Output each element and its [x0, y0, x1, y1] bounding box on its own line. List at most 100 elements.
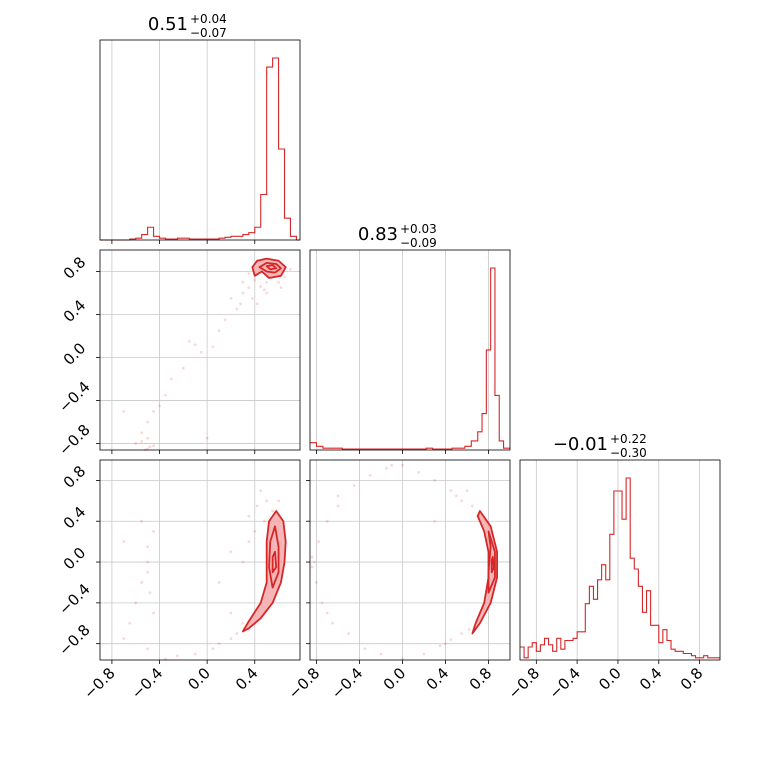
- scatter-point: [134, 442, 138, 445]
- scatter-point: [401, 463, 404, 467]
- x-tick-label: 0.0: [380, 664, 410, 694]
- panel-title-minus: −0.09: [400, 236, 437, 250]
- y-tick-label: 0.8: [60, 253, 90, 283]
- p2_hist: −0.01 +0.22−0.30 −0.8 −0.4 0.0 0.4 0.8: [505, 432, 721, 703]
- scatter-point: [363, 647, 367, 651]
- scatter-point: [279, 286, 283, 290]
- scatter-point: [241, 560, 245, 564]
- scatter-point: [181, 366, 185, 370]
- scatter-point: [140, 519, 144, 523]
- scatter-point: [433, 479, 437, 482]
- scatter-point: [336, 504, 340, 508]
- scatter-point: [170, 377, 173, 381]
- scatter-point: [460, 632, 464, 635]
- density-contour: [258, 262, 282, 274]
- x-tick-label: −0.8: [80, 664, 118, 702]
- scatter-point: [444, 642, 447, 646]
- scatter-point: [277, 280, 280, 284]
- scatter-point: [235, 632, 239, 635]
- x-tick-label: −0.4: [328, 664, 366, 702]
- scatter-point: [223, 318, 227, 322]
- panel-title-plus: +0.03: [400, 222, 437, 236]
- y-tick-label: 0.4: [60, 296, 90, 326]
- x-tick-label: −0.8: [285, 664, 323, 702]
- scatter-point: [241, 280, 245, 284]
- density-contour: [487, 530, 496, 594]
- scatter-point: [146, 545, 150, 549]
- panel-title-value: 0.83: [358, 224, 398, 245]
- x-tick-label: 0.0: [184, 664, 214, 694]
- scatter-point: [199, 350, 203, 354]
- scatter-point: [211, 345, 215, 349]
- scatter-point: [255, 504, 259, 508]
- scatter-point: [384, 466, 388, 470]
- scatter-point: [422, 652, 426, 656]
- scatter-point: [122, 409, 126, 413]
- scatter-point: [140, 431, 144, 435]
- scatter-point: [417, 470, 421, 474]
- density-contour: [241, 510, 287, 633]
- scatter-point: [158, 404, 161, 408]
- scatter-point: [247, 286, 251, 290]
- scatter-point: [390, 463, 394, 467]
- histogram-step: [520, 477, 720, 659]
- scatter-point: [312, 560, 316, 564]
- y-tick-label: 0.4: [60, 503, 90, 533]
- x-tick-label: 0.4: [636, 664, 666, 694]
- scatter-point: [146, 420, 150, 424]
- density-contour: [471, 510, 498, 635]
- panel-frame: [309, 459, 511, 661]
- panel-title-minus: −0.07: [190, 26, 227, 40]
- scatter-point: [265, 499, 269, 503]
- scatter-point: [449, 638, 453, 641]
- scatter-point: [134, 601, 138, 605]
- x-tick-label: −0.4: [545, 664, 583, 702]
- x-tick-label: 0.4: [232, 664, 262, 694]
- scatter-point: [467, 627, 471, 631]
- scatter-point: [265, 291, 269, 295]
- scatter-point: [229, 637, 233, 640]
- scatter-point: [146, 560, 150, 564]
- scatter-point: [259, 285, 263, 288]
- panel-title-plus: +0.22: [610, 432, 647, 446]
- scatter-point: [217, 581, 221, 584]
- scatter-point: [470, 504, 474, 508]
- scatter-point: [217, 642, 221, 646]
- scatter-point: [247, 272, 251, 276]
- x-tick-label: 0.0: [595, 664, 625, 694]
- scatter-point: [271, 509, 275, 513]
- p0_hist: 0.51 +0.04−0.07: [99, 12, 301, 244]
- scatter-point: [229, 611, 233, 615]
- panel-title-minus: −0.30: [610, 446, 647, 460]
- y-tick-label: 0.0: [60, 339, 90, 369]
- panel-frame: [309, 249, 511, 451]
- scatter-point: [205, 436, 209, 440]
- scatter-point: [310, 565, 314, 569]
- scatter-point: [438, 644, 442, 648]
- scatter-point: [255, 302, 259, 306]
- density-contour: [271, 550, 278, 574]
- scatter-point: [239, 302, 242, 306]
- scatter-point: [140, 581, 144, 584]
- x-tick-label: 0.8: [466, 664, 496, 694]
- scatter-point: [235, 307, 239, 311]
- panel-frame: [519, 459, 721, 661]
- scatter-point: [379, 652, 383, 656]
- p20_scatter: −0.8−0.40.00.40.8−0.8 −0.4 0.0 0.4: [55, 459, 301, 703]
- scatter-point: [152, 611, 155, 615]
- panel-title-value: −0.01: [553, 434, 608, 455]
- scatter-point: [175, 654, 179, 658]
- p10_scatter: −0.8 −0.4 0.0 0.4 0.8: [55, 249, 301, 459]
- scatter-point: [164, 393, 167, 397]
- scatter-point: [193, 343, 197, 347]
- density-contour: [490, 556, 495, 574]
- p1_hist: 0.83 +0.03−0.09: [309, 222, 511, 454]
- scatter-point: [229, 550, 233, 554]
- scatter-point: [325, 611, 329, 615]
- histogram-step: [100, 57, 300, 241]
- scatter-point: [140, 439, 144, 443]
- scatter-point: [262, 288, 266, 292]
- scatter-point: [347, 632, 351, 635]
- scatter-point: [331, 621, 334, 625]
